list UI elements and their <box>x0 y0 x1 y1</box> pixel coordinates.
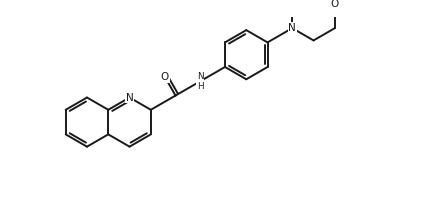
Text: O: O <box>161 72 169 82</box>
Text: N: N <box>126 93 133 103</box>
Text: O: O <box>331 0 339 9</box>
Text: N: N <box>288 23 296 33</box>
Text: N
H: N H <box>197 72 204 91</box>
